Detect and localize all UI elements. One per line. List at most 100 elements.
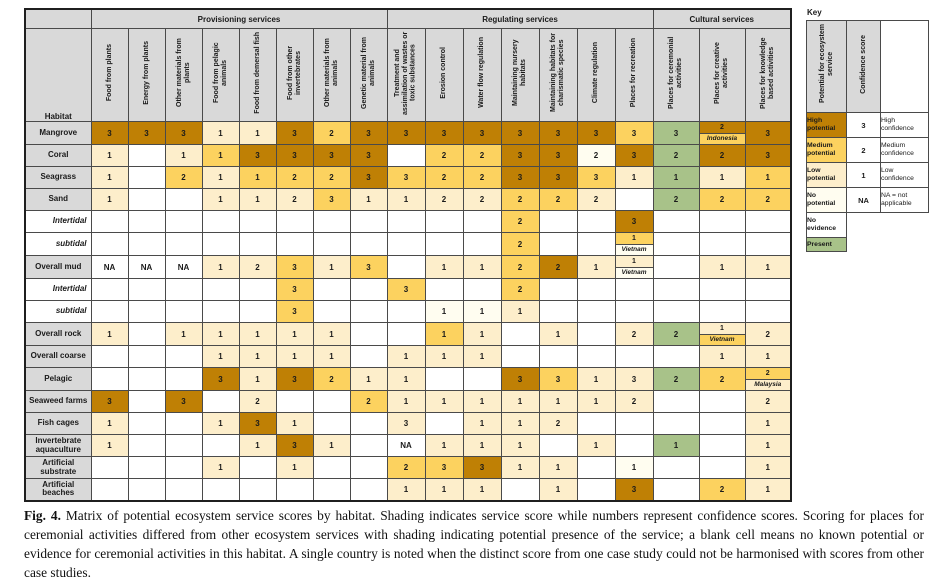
matrix-cell: 1 [500,456,540,479]
service-column-header: Food from pelagic animals [201,28,240,122]
habitat-label: Intertidal [24,278,92,301]
matrix-cell: 1 [698,345,746,368]
matrix-cell: 3 [238,412,277,435]
matrix-cell [312,478,351,501]
matrix-cell: 1 [312,255,351,279]
matrix-cell: 2 [744,188,792,211]
matrix-cell: 3 [614,144,654,167]
matrix-cell: 3 [424,456,464,479]
matrix-cell: 2 [312,121,351,145]
matrix-cell: 2 [424,166,464,189]
matrix-cell [90,278,129,301]
service-column-header: Places for knowledge based activities [744,28,792,122]
matrix-cell [349,232,388,256]
matrix-cell [576,232,616,256]
matrix-cell: 1 [90,412,129,435]
matrix-cell [500,478,540,501]
matrix-cell: 3 [386,412,426,435]
matrix-cell: 3 [275,278,314,301]
service-column-header: Treatment and assimilation of wastes or … [386,28,426,122]
matrix-cell [90,367,129,391]
habitat-label: Artificial substrate [24,456,92,479]
matrix-cell [538,210,578,233]
matrix-cell: 2 [312,367,351,391]
matrix-cell: 2 [698,478,746,501]
matrix-cell: 1 [238,367,277,391]
matrix-cell: 3 [275,144,314,167]
matrix-cell: 2 [500,210,540,233]
matrix-cell: 1 Vietnam [614,255,654,279]
matrix-cell: 2 [424,144,464,167]
matrix-cell [500,345,540,368]
matrix-cell: 1 [424,390,464,413]
matrix-cell: 1 [201,144,240,167]
matrix-cell: 1 [576,390,616,413]
matrix-cell [201,390,240,413]
matrix-cell: 1 [538,478,578,501]
service-group-header: Regulating services [386,8,654,29]
matrix-cell-score: 1 [616,256,652,267]
matrix-cell [462,278,502,301]
matrix-cell: 1 [652,166,700,189]
matrix-cell [424,232,464,256]
key-column-header-blank [880,20,929,113]
matrix-cell: NA [90,255,129,279]
matrix-cell [386,144,426,167]
matrix-cell: NA [127,255,166,279]
matrix-cell [652,232,700,256]
matrix-cell [127,166,166,189]
matrix-cell: 3 [349,121,388,145]
service-column-header: Places for recreation [614,28,654,122]
service-column-label: Other materials from animals [323,38,339,107]
matrix-cell [275,478,314,501]
service-column-header: Energy from plants [127,28,166,122]
matrix-cell: 1 [424,345,464,368]
matrix-cell: 3 [164,390,203,413]
matrix-cell [386,232,426,256]
key-column-header: Confidence score [846,20,881,113]
matrix-cell: 3 [386,121,426,145]
key-confidence-score: 2 [846,137,881,163]
matrix-cell: 3 [238,144,277,167]
service-group-header: Cultural services [652,8,792,29]
matrix-cell: 1 [312,345,351,368]
habitat-label: Seagrass [24,166,92,189]
matrix-cell: 2 [424,188,464,211]
matrix-cell [90,232,129,256]
matrix-cell: 1 [424,434,464,457]
matrix-cell: 1 [462,412,502,435]
matrix-cell [275,390,314,413]
service-column-label: Places for ceremonial activities [668,36,683,109]
matrix-cell: 3 [275,434,314,457]
matrix-cell: 2 [744,322,792,346]
service-column-header: Climate regulation [576,28,616,122]
matrix-cell: 1 [164,322,203,346]
matrix-cell [164,210,203,233]
matrix-cell: 3 [424,121,464,145]
matrix-cell-score: 1 [616,233,652,244]
matrix-cell [349,322,388,346]
matrix-cell: 1 [538,390,578,413]
matrix-cell [312,412,351,435]
service-column-header: Food from other invertebrates [275,28,314,122]
matrix-cell: 1 [462,345,502,368]
matrix-cell [576,478,616,501]
matrix-cell: 3 [576,121,616,145]
matrix-cell [614,434,654,457]
matrix-cell [312,300,351,323]
matrix-cell [127,300,166,323]
matrix-cell: 1 [386,478,426,501]
matrix-cell: 2 [614,390,654,413]
habitat-label: subtidal [24,232,92,256]
matrix-cell [500,322,540,346]
matrix-cell: 3 [201,367,240,391]
matrix-cell [90,478,129,501]
matrix-cell [462,367,502,391]
matrix-cell [698,412,746,435]
matrix-cell: 2 [275,188,314,211]
key-swatch-label: Low potential [806,162,847,188]
matrix-cell: 2 [744,390,792,413]
matrix-cell [312,232,351,256]
matrix-cell: 3 [275,255,314,279]
matrix-cell: 1 [744,478,792,501]
